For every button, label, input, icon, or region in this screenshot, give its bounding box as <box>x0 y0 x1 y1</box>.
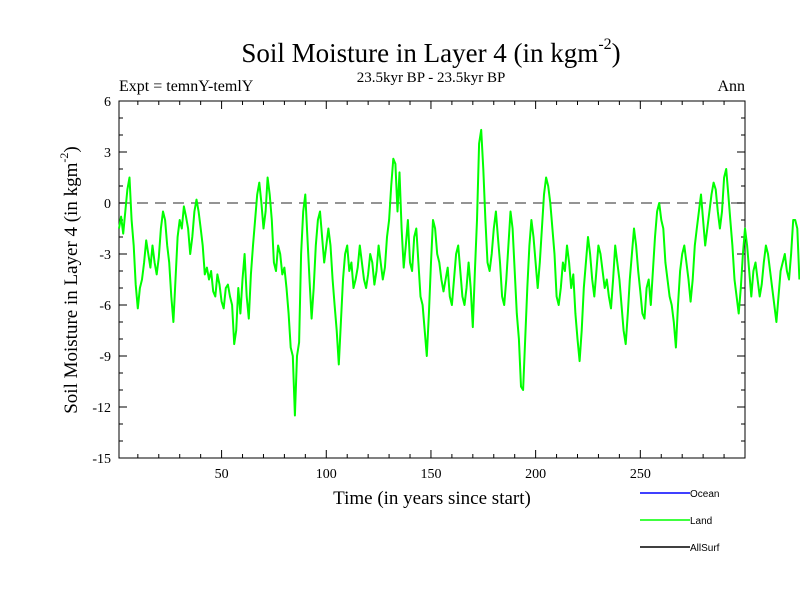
chart-title-main: Soil Moisture in Layer 4 (in kgm <box>241 38 598 68</box>
plot-frame <box>118 100 746 459</box>
x-tick-label: 50 <box>215 467 229 482</box>
series-group <box>118 128 800 417</box>
legend-label-ocean: Ocean <box>690 489 719 500</box>
legend: Ocean Land AllSurf <box>640 489 720 554</box>
series-line-land <box>118 128 800 417</box>
chart-title-close: ) <box>612 38 621 68</box>
legend-label-allsurf: AllSurf <box>690 543 720 554</box>
x-axis-label: Time (in years since start) <box>333 488 531 509</box>
y-tick-label: -15 <box>92 452 111 467</box>
x-tick-label: 200 <box>525 467 546 482</box>
chart-title: Soil Moisture in Layer 4 (in kgm-2) <box>241 36 620 68</box>
y-axis-label: Soil Moisture in Layer 4 (in kgm-2) <box>57 146 82 414</box>
x-axis: 50 100 150 200 250 <box>137 101 725 482</box>
chart-subtitle: 23.5kyr BP - 23.5kyr BP <box>357 70 506 86</box>
y-tick-label: -9 <box>99 350 111 365</box>
y-tick-label: -12 <box>92 401 111 416</box>
y-tick-label: 0 <box>104 197 111 212</box>
y-axis: -15 -12 -9 -6 -3 0 3 6 <box>92 95 745 467</box>
y-axis-label-close: ) <box>61 146 82 152</box>
y-tick-label: -3 <box>99 248 111 263</box>
y-tick-label: -6 <box>99 299 111 314</box>
chart-title-sup: -2 <box>598 36 611 53</box>
legend-label-land: Land <box>690 516 712 527</box>
x-tick-label: 100 <box>316 467 337 482</box>
y-tick-label: 6 <box>104 95 111 110</box>
x-tick-label: 250 <box>630 467 651 482</box>
x-tick-label: 150 <box>420 467 441 482</box>
y-tick-label: 3 <box>104 146 111 161</box>
y-axis-label-main: Soil Moisture in Layer 4 (in kgm <box>61 162 82 413</box>
y-axis-label-sup: -2 <box>57 153 71 163</box>
season-label: Ann <box>717 78 745 95</box>
expt-label: Expt = temnY-temlY <box>119 78 254 95</box>
